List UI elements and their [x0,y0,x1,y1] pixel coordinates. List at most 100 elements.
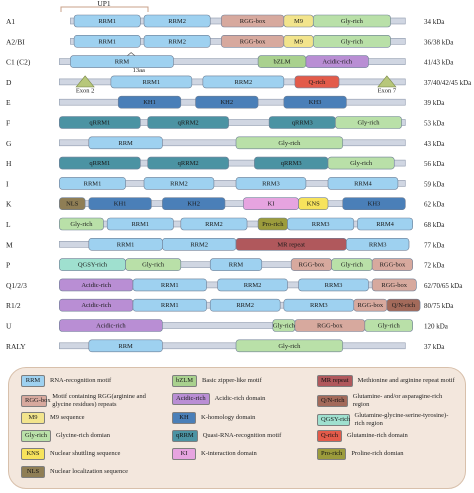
legend-swatch: Q-rich [317,430,342,442]
protein-name: P [6,261,10,270]
protein-backbone [59,58,406,65]
protein-name: G [6,139,12,148]
molecular-weight: 62/70/65 kDa [424,282,463,290]
legend-swatch: KH [172,412,196,424]
domain-label: RRM3 [312,221,330,228]
protein-name: M [6,240,13,249]
protein-backbone [59,342,406,350]
domain-label: Gly-rich [350,160,373,167]
legend-description: K-interaction domain [201,450,257,458]
domain-rrm [59,177,126,190]
domain-rrm [217,278,288,292]
up1-label: UP1 [97,0,111,8]
domain-rrm [327,177,399,190]
exon7-label: Exon 7 [378,87,397,94]
domain-label: Gly-rich [341,38,364,45]
domain-label: RGG-box [299,262,325,269]
domain-label: Gly-rich [142,262,165,269]
domain-label: RRM1 [98,38,116,45]
domain-nls [59,197,86,210]
domain-label: KI [268,201,275,208]
domain-label: bZLM [274,59,291,66]
domain-label: qRRM3 [292,119,313,126]
domain-gly [335,116,402,129]
domain-label: RRM1 [98,18,116,25]
domain-label: MR repeat [277,241,305,248]
domain-rrm [143,34,211,48]
domain-label: RGG-box [240,38,266,45]
insert-13aa-label: 13aa [133,67,145,74]
molecular-weight: 68 kDa [424,221,445,229]
domain-label: RRM1 [161,282,179,289]
domain-label: NLS [66,201,79,208]
protein-row: G RRM Gly-rich 43 kDa [6,136,445,150]
domain-label: Pro-rich [262,221,284,228]
legend-swatch: RGG-box [21,394,51,407]
domain-label: KH2 [220,99,233,106]
legend-description: Glutamine- and/or asparagine-rich region [352,393,443,408]
domain-label: RRM1 [117,241,135,248]
protein-row: RALY RRM Gly-rich 37 kDa [6,339,445,353]
domain-gly [235,339,344,353]
domain-qrrm [147,116,229,129]
legend-swatch: M9 [21,412,45,424]
protein-row: R1/2 Acidic-rich RRM1 RRM2 RRM3 RGG-box Q/N-ri… [6,298,454,312]
domain-gly [327,156,395,170]
domain-label: Gly-rich [273,322,296,329]
domain-label: Gly-rich [70,221,93,228]
legend-description: M9 sequence [50,414,85,422]
protein-row: U Acidic-rich Gly-rich RGG-box Gly-rich 120 k… [6,319,449,332]
domain-label: RRM2 [235,79,253,86]
molecular-weight: 43 kDa [424,140,445,148]
domain-label: RRM1 [131,221,149,228]
protein-name: A2/BI [6,37,25,46]
domain-gly [312,14,391,28]
domain-label: RRM2 [205,221,223,228]
legend-swatch: Q/N-rich [317,394,348,407]
domain-acidic [59,319,163,332]
exon7-marker [377,75,397,88]
molecular-weight: 62 kDa [424,201,445,209]
legend-item-kh: KH K-homology domain [172,412,317,424]
domain-gly [312,34,391,48]
molecular-weight: 72 kDa [424,262,445,270]
domain-qn [386,298,421,312]
legend-swatch: KNS [21,448,45,460]
domain-label: Acidic-rich [81,302,111,309]
legend-item-qn: Q/N-rich Glutamine- and/or asparagine-ric… [317,393,457,408]
molecular-weight: 37/40/42/45 kDa [424,79,472,87]
domain-label: Gly-rich [341,18,364,25]
legend-description: Nuclear localization sequence [50,468,128,476]
domain-gly [125,258,182,271]
domain-label: RRM1 [143,79,161,86]
domain-label: RGG-box [317,322,343,329]
domain-label: RRM2 [244,282,262,289]
domain-label: RRM3 [325,282,343,289]
domain-label: KH3 [368,201,381,208]
legend-item-qgsy: QGSY-rich Glutamine-glycine-serine-tyrosi… [317,412,457,427]
protein-name: F [6,119,10,128]
domain-label: RRM [229,262,244,269]
domain-rrm [202,75,285,89]
domain-rrm [235,177,307,190]
domain-rrm [110,75,193,89]
domain-kh [195,95,259,109]
domain-label: Acidic-rich [81,282,111,289]
domain-label: KH1 [114,201,127,208]
legend-description: Glycine-rich domian [56,432,110,440]
domain-label: qRRM1 [89,119,110,126]
legend-item-rgg: RGG-box Motif containing RGG(arginine and… [21,393,166,408]
domain-rrm [143,14,211,28]
protein-name: R1/2 [6,301,21,310]
domain-label: M9 [294,18,303,25]
domain-label: RRM [118,140,133,147]
domain-rrm [88,136,163,150]
domain-label: Gly-rich [278,140,301,147]
domain-qrrm [147,156,229,170]
protein-row: A1 RRM1 RRM2 RGG-box M9 Gly-rich 34 kDa [6,14,445,28]
legend-description: Glutamine-glycine-serine-tyrosine)-rich … [354,412,449,427]
protein-name: A1 [6,17,15,26]
molecular-weight: 36/38 kDa [424,38,454,46]
legend-item-gly: Gly-rich Glycine-rich domian [21,430,166,442]
insert-13aa-marker: 13aa [127,52,145,74]
